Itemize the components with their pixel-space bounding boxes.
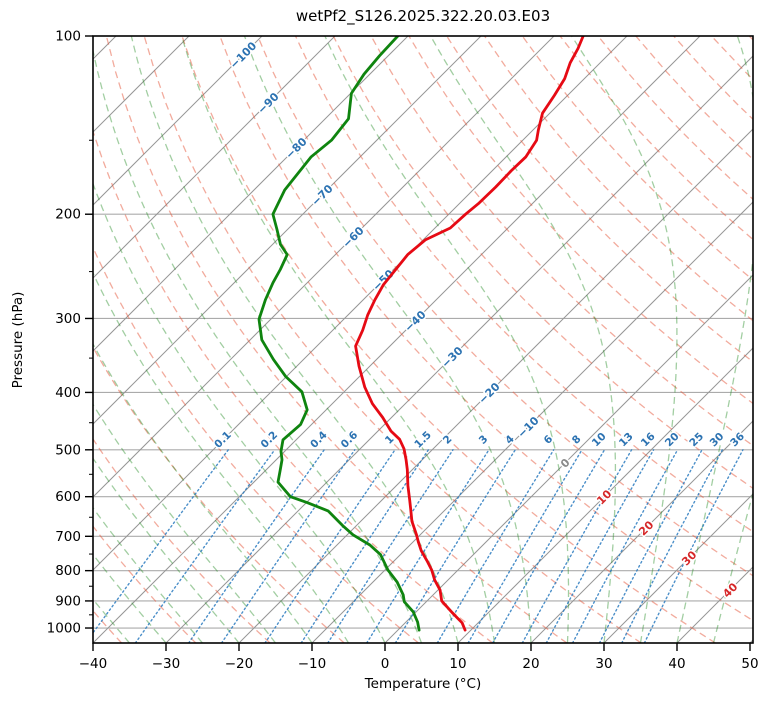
x-tick-label: −10	[298, 656, 327, 672]
y-tick-label: 1000	[47, 621, 81, 637]
x-tick-label: −20	[225, 656, 254, 672]
y-tick-label: 200	[55, 207, 81, 223]
y-tick-label: 600	[55, 489, 81, 505]
dewpoint-curve	[257, 36, 421, 632]
x-axis-label: Temperature (°C)	[364, 676, 482, 692]
y-axis-label: Pressure (hPa)	[10, 291, 26, 389]
y-tick-label: 400	[55, 385, 81, 401]
x-tick-label: −40	[79, 656, 108, 672]
x-tick-label: 20	[522, 656, 539, 672]
x-tick-label: 40	[668, 656, 685, 672]
y-tick-label: 900	[55, 593, 81, 609]
x-tick-label: 30	[595, 656, 612, 672]
x-tick-label: 50	[741, 656, 758, 672]
x-tick-label: −30	[152, 656, 181, 672]
x-tick-label: 10	[449, 656, 466, 672]
y-tick-label: 300	[55, 311, 81, 327]
y-tick-label: 500	[55, 442, 81, 458]
x-tick-label: 0	[381, 656, 390, 672]
chart-title: wetPf2_S126.2025.322.20.03.E03	[295, 7, 551, 25]
temperature-curve	[354, 36, 585, 632]
y-tick-label: 800	[55, 563, 81, 579]
y-tick-label: 700	[55, 529, 81, 545]
y-tick-label: 100	[55, 29, 81, 45]
